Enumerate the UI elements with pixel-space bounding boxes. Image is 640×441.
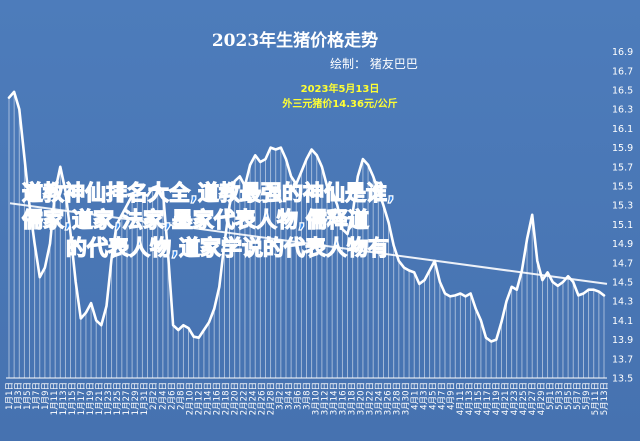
x-tick-label: 1月3日 — [14, 382, 24, 410]
x-tick-label: 5月1日 — [546, 382, 556, 410]
x-tick-label: 1月29日 — [131, 382, 141, 415]
x-tick-label: 3月2日 — [276, 382, 286, 410]
x-tick-label: 4月5日 — [429, 382, 439, 410]
x-tick-label: 4月7日 — [438, 382, 448, 410]
x-tick-label: 5月3日 — [555, 382, 565, 410]
y-tick-label: 16.5 — [612, 86, 633, 97]
x-tick-label: 1月9日 — [41, 382, 51, 410]
x-tick-label: 4月25日 — [519, 382, 529, 415]
y-tick-label: 13.5 — [612, 374, 633, 385]
x-tick-label: 4月13日 — [465, 382, 475, 415]
y-tick-label: 16.7 — [612, 66, 633, 77]
watermark-line-1: 道教神仙排名大全,道教最强的神仙是谁, — [21, 180, 395, 205]
x-tick-label: 2月10日 — [185, 382, 195, 415]
x-tick-label: 5月9日 — [582, 382, 592, 410]
x-tick-label: 3月26日 — [384, 382, 394, 415]
y-tick-label: 15.3 — [612, 201, 633, 212]
y-tick-label: 16.3 — [612, 105, 633, 116]
x-tick-label: 4月3日 — [420, 382, 430, 410]
x-tick-label: 1月17日 — [77, 382, 87, 415]
x-tick-label: 4月9日 — [447, 382, 457, 410]
x-tick-label: 1月13日 — [59, 382, 69, 415]
y-tick-label: 16.1 — [612, 124, 633, 135]
x-tick-label: 1月23日 — [104, 382, 114, 415]
x-tick-label: 2月6日 — [167, 382, 177, 410]
x-tick-label: 2月26日 — [257, 382, 267, 415]
x-tick-label: 1月25日 — [113, 382, 123, 415]
x-tick-label: 4月29日 — [537, 382, 547, 415]
x-tick-label: 4月15日 — [474, 382, 484, 415]
annotation-price: 外三元猪价14.36元/公斤 — [282, 99, 398, 110]
x-tick-label: 2月16日 — [212, 382, 222, 415]
x-tick-label: 3月8日 — [303, 382, 313, 410]
y-tick-label: 16.9 — [612, 47, 633, 58]
x-tick-label: 2月12日 — [194, 382, 204, 415]
x-tick-label: 1月5日 — [23, 382, 33, 410]
x-tick-label: 2月28日 — [266, 382, 276, 415]
x-tick-label: 2月20日 — [230, 382, 240, 415]
y-tick-label: 15.5 — [612, 182, 633, 193]
y-tick-label: 15.1 — [612, 220, 633, 231]
y-tick-label: 13.9 — [612, 335, 633, 346]
x-tick-label: 1月27日 — [122, 382, 132, 415]
y-tick-label: 14.7 — [612, 258, 633, 269]
x-tick-label: 2月18日 — [221, 382, 231, 415]
y-tick-label: 14.3 — [612, 297, 633, 308]
price-line — [7, 90, 606, 343]
x-tick-label: 3月18日 — [348, 382, 358, 415]
x-tick-label: 4月21日 — [501, 382, 511, 415]
x-tick-label: 3月20日 — [357, 382, 367, 415]
y-tick-label: 15.7 — [612, 162, 633, 173]
watermark-line-2: 儒家,道家,法家,墨家代表人物,儒释道 — [21, 207, 369, 232]
x-tick-label: 3月24日 — [375, 382, 385, 415]
x-tick-label: 3月4日 — [285, 382, 295, 410]
x-tick-label: 5月11日 — [591, 382, 601, 415]
watermark-line-3: 的代表人物,道家学说的代表人物有 — [65, 235, 389, 260]
x-tick-label: 1月11日 — [50, 382, 60, 415]
x-tick-label: 5月5日 — [564, 382, 574, 410]
x-tick-label: 4月27日 — [528, 382, 538, 415]
chart-title: 2023年生猪价格走势 — [211, 31, 379, 51]
x-tick-label: 4月11日 — [456, 382, 466, 415]
x-tick-label: 3月22日 — [366, 382, 376, 415]
x-tick-label: 2月24日 — [248, 382, 258, 415]
x-tick-label: 3月28日 — [393, 382, 403, 415]
y-tick-label: 13.7 — [612, 354, 633, 365]
x-tick-label: 2月22日 — [239, 382, 249, 415]
x-tick-label: 3月10日 — [312, 382, 322, 415]
x-tick-label: 2月4日 — [158, 382, 168, 410]
x-tick-label: 4月17日 — [483, 382, 493, 415]
x-tick-label: 1月31日 — [140, 382, 150, 415]
x-tick-label: 1月19日 — [86, 382, 96, 415]
x-tick-label: 1月15日 — [68, 382, 78, 415]
annotation-date: 2023年5月13日 — [300, 84, 380, 95]
x-tick-label: 3月16日 — [339, 382, 349, 415]
x-tick-label: 4月23日 — [510, 382, 520, 415]
x-tick-label: 3月12日 — [321, 382, 331, 415]
chart-author: 绘制： 猪友巴巴 — [330, 57, 418, 71]
x-tick-label: 2月14日 — [203, 382, 213, 415]
x-tick-label: 5月7日 — [573, 382, 583, 410]
y-tick-label: 14.5 — [612, 278, 633, 289]
y-tick-label: 14.9 — [612, 239, 633, 250]
x-tick-label: 3月30日 — [402, 382, 412, 415]
x-tick-label: 4月19日 — [492, 382, 502, 415]
x-tick-label: 4月1日 — [411, 382, 421, 410]
x-tick-label: 3月6日 — [294, 382, 304, 410]
trend-line — [9, 202, 608, 285]
x-tick-label: 5月13日 — [600, 382, 610, 415]
y-tick-label: 14.1 — [612, 316, 633, 327]
x-tick-label: 2月2日 — [149, 382, 159, 410]
y-tick-label: 15.9 — [612, 143, 633, 154]
x-tick-label: 1月21日 — [95, 382, 105, 415]
x-tick-label: 3月14日 — [330, 382, 340, 415]
x-tick-label: 2月8日 — [176, 382, 186, 410]
x-tick-label: 1月7日 — [32, 382, 42, 410]
x-tick-label: 1月1日 — [5, 382, 15, 410]
